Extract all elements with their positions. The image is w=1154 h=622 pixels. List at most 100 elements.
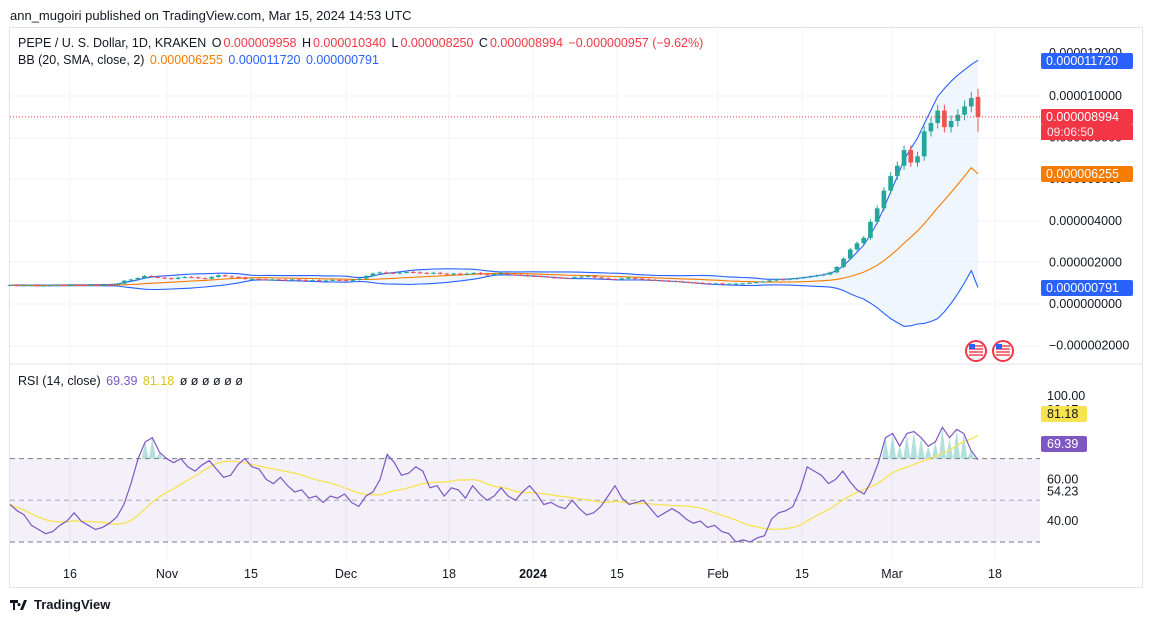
candle xyxy=(21,284,26,287)
candle xyxy=(410,271,416,274)
candle xyxy=(646,278,651,281)
svg-text:0.000008994: 0.000008994 xyxy=(1046,110,1119,124)
time-tick: 16 xyxy=(63,567,77,581)
candle xyxy=(874,205,880,225)
candle xyxy=(350,279,356,282)
candle xyxy=(337,279,342,281)
candle xyxy=(47,284,53,287)
time-tick: Nov xyxy=(156,567,179,581)
candle xyxy=(135,277,141,281)
low-value: 0.000008250 xyxy=(400,36,474,50)
close-value: 0.000008994 xyxy=(489,36,563,50)
change-value: −0.000000957 (−9.62%) xyxy=(568,36,704,50)
candle xyxy=(511,273,517,276)
candle xyxy=(928,117,934,137)
rsi-line xyxy=(9,426,979,543)
candle xyxy=(34,284,40,287)
rsi-tick: 100.00 xyxy=(1047,389,1085,403)
time-tick: 15 xyxy=(610,567,624,581)
candle xyxy=(565,277,571,280)
candle xyxy=(726,283,732,285)
candle xyxy=(673,280,678,283)
candle xyxy=(249,278,255,280)
candle xyxy=(471,272,477,275)
candle xyxy=(464,272,470,275)
bollinger-legend[interactable]: BB (20, SMA, close, 2) 0.000006255 0.000… xyxy=(18,53,381,67)
candle xyxy=(841,257,846,269)
candle xyxy=(713,282,719,285)
candle xyxy=(27,284,33,287)
candle xyxy=(525,274,530,277)
symbol-name: PEPE / U. S. Dollar, 1D, KRAKEN xyxy=(18,36,207,50)
rsi-badge[interactable]: 69.39 xyxy=(1041,436,1087,452)
candle xyxy=(289,278,295,281)
time-tick: Feb xyxy=(707,567,729,581)
us-flag-icon[interactable] xyxy=(965,340,987,362)
candle xyxy=(437,271,443,275)
high-value: 0.000010340 xyxy=(313,36,386,50)
rsi-tick: 40.00 xyxy=(1047,514,1078,528)
candle xyxy=(868,219,873,240)
candle xyxy=(861,235,867,246)
candle xyxy=(68,284,73,286)
candle xyxy=(518,274,524,277)
candle xyxy=(431,271,436,275)
candle xyxy=(155,276,161,279)
rsi-tick: 54.23 xyxy=(1047,484,1078,498)
bollinger-upper-value: 0.000011720 xyxy=(228,53,301,67)
candle xyxy=(168,277,174,280)
time-tick: Mar xyxy=(881,567,903,581)
candle xyxy=(767,279,772,283)
candle xyxy=(7,284,13,287)
candle xyxy=(531,275,537,277)
candle xyxy=(101,283,107,286)
candle xyxy=(901,145,907,170)
candle xyxy=(558,276,564,279)
chart-frame xyxy=(9,27,1143,588)
candle xyxy=(236,276,241,279)
us-flag-icon[interactable] xyxy=(992,340,1014,362)
candle xyxy=(390,271,396,275)
candle xyxy=(142,275,147,279)
candle xyxy=(827,271,833,276)
bb-basis-badge[interactable]: 0.000006255 xyxy=(1041,166,1133,182)
candle xyxy=(760,280,766,283)
candle xyxy=(209,276,215,280)
symbol-legend[interactable]: PEPE / U. S. Dollar, 1D, KRAKEN O 0.00000… xyxy=(18,36,705,50)
rsi-value: 69.39 xyxy=(106,374,138,388)
candle xyxy=(357,277,362,281)
candle xyxy=(88,284,94,286)
event-flags[interactable] xyxy=(965,340,1014,362)
candle xyxy=(639,277,645,280)
candle xyxy=(458,272,463,275)
candle xyxy=(686,281,692,284)
candle xyxy=(216,274,221,278)
candle xyxy=(666,280,672,282)
candle xyxy=(888,172,893,195)
bb-lower-badge[interactable]: 0.000000791 xyxy=(1041,280,1133,296)
price-tick: 0.000000000 xyxy=(1049,297,1122,311)
candle xyxy=(202,277,208,280)
bb-upper-badge[interactable]: 0.000011720 xyxy=(1041,53,1133,69)
countdown: 09:06:50 xyxy=(1047,125,1094,139)
candle xyxy=(747,282,752,285)
candle xyxy=(814,274,820,278)
candle xyxy=(908,145,914,167)
candle xyxy=(162,276,167,279)
time-tick: 18 xyxy=(442,567,456,581)
rsi-legend[interactable]: RSI (14, close) 69.39 81.18 ø ø ø ø ø ø xyxy=(18,374,245,388)
bollinger-label: BB (20, SMA, close, 2) xyxy=(18,53,145,67)
candle xyxy=(700,282,705,284)
candle xyxy=(505,272,510,276)
tradingview-logo[interactable]: TradingView xyxy=(10,597,110,612)
candle xyxy=(195,276,201,279)
rsi-ma-badge[interactable]: 81.18 xyxy=(1041,406,1087,422)
time-tick: 18 xyxy=(988,567,1002,581)
candle xyxy=(834,265,840,274)
candle xyxy=(538,275,544,278)
candle xyxy=(807,275,813,279)
candle xyxy=(942,104,947,133)
candle xyxy=(659,279,665,282)
